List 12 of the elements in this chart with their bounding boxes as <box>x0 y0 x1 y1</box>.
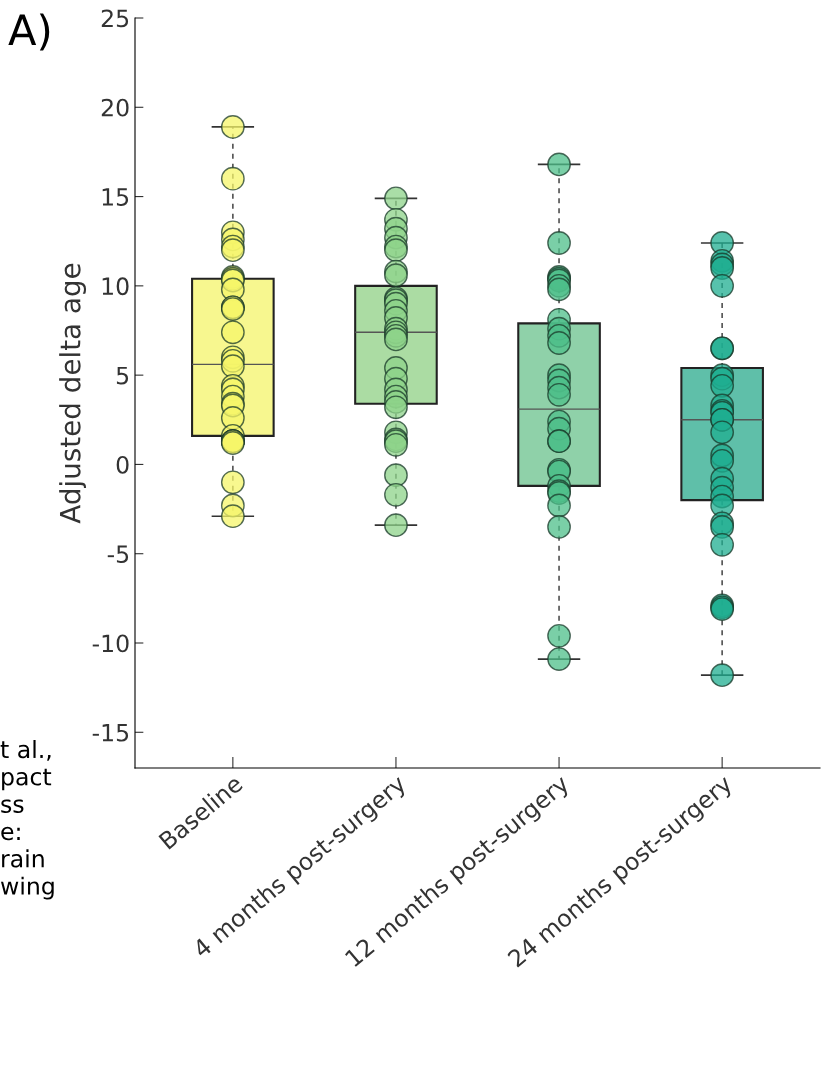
y-tick-label: 0 <box>116 455 129 474</box>
y-tick-label: 15 <box>102 188 129 206</box>
y-tick-label: 5 <box>116 366 129 385</box>
y-tick-label: -5 <box>107 545 129 564</box>
chart-title: A) <box>8 13 50 51</box>
y-tick-label: -10 <box>92 634 129 653</box>
text: t al., pact ss e: rain wing <box>0 740 54 900</box>
y-tick-label: 25 <box>101 9 129 28</box>
y-axis-title: Adjusted delta age <box>59 263 87 524</box>
y-tick-label: 10 <box>102 277 129 296</box>
y-tick-label: 20 <box>101 98 129 117</box>
y-tick-label: -15 <box>92 724 129 742</box>
